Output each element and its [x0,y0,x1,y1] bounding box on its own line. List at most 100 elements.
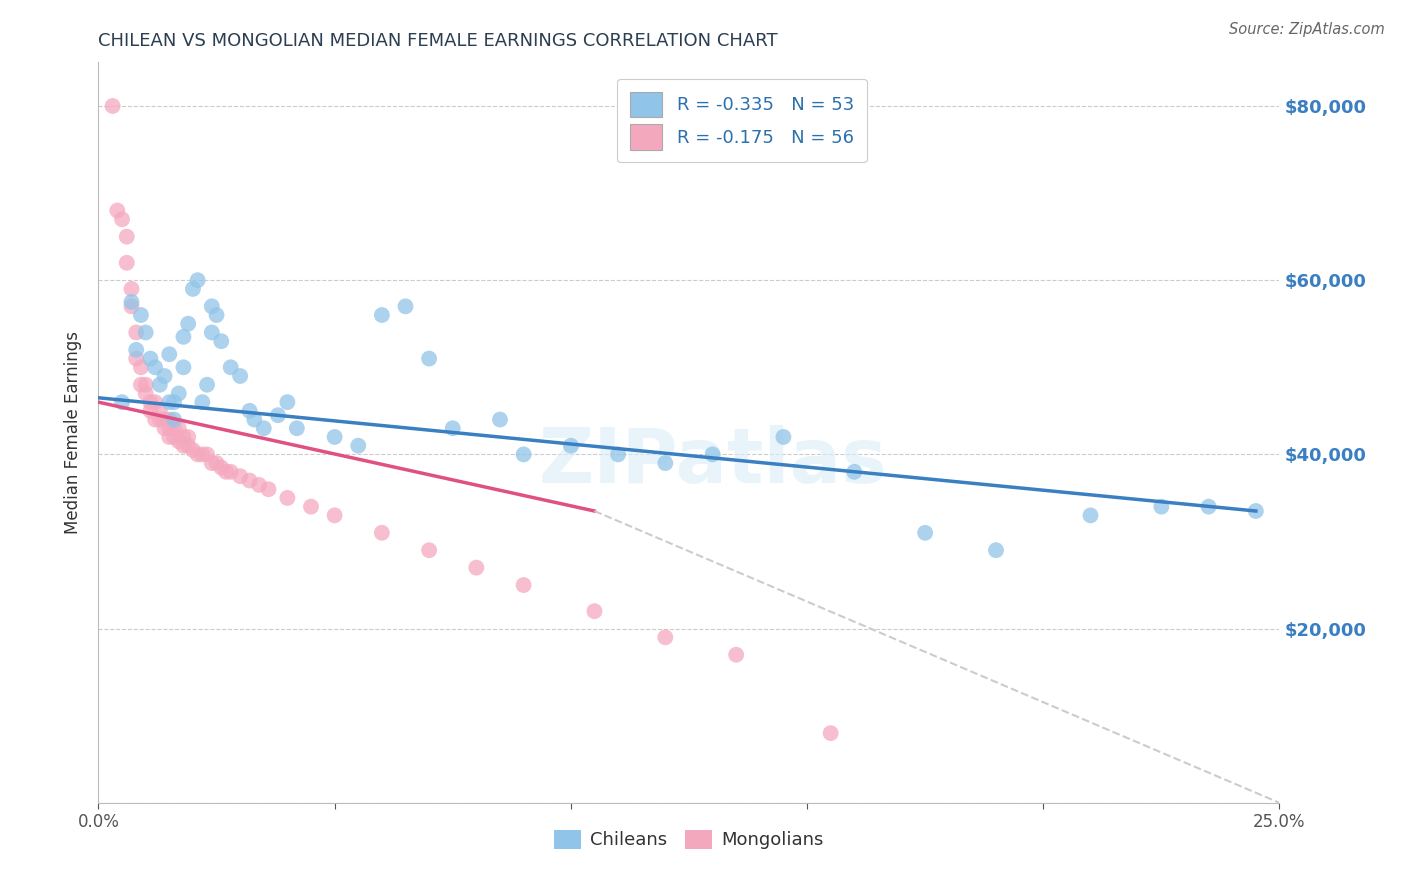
Point [607,447,630,461]
Point [418,351,440,366]
Point [181,282,204,296]
Point [177,430,200,444]
Point [177,317,200,331]
Point [139,351,162,366]
Point [172,330,194,344]
Point [654,456,676,470]
Point [654,630,676,644]
Point [125,351,148,366]
Point [143,395,166,409]
Point [820,726,842,740]
Point [201,456,224,470]
Point [772,430,794,444]
Point [285,421,308,435]
Point [129,308,152,322]
Point [512,447,534,461]
Point [276,395,298,409]
Point [239,474,262,488]
Point [163,421,186,435]
Point [163,412,186,426]
Point [157,412,180,426]
Text: ZIPatlas: ZIPatlas [538,425,887,500]
Point [205,456,228,470]
Point [276,491,298,505]
Point [512,578,534,592]
Point [153,369,176,384]
Point [172,439,194,453]
Point [125,343,148,357]
Point [111,212,134,227]
Point [172,360,194,375]
Point [153,412,176,426]
Point [844,465,866,479]
Point [111,395,134,409]
Legend: Chileans, Mongolians: Chileans, Mongolians [547,823,831,856]
Point [129,377,152,392]
Point [167,421,190,435]
Point [121,295,143,310]
Point [253,421,276,435]
Point [157,395,180,409]
Point [157,347,180,361]
Point [371,308,394,322]
Point [247,478,270,492]
Point [347,439,370,453]
Point [201,326,224,340]
Point [465,560,488,574]
Point [149,404,172,418]
Point [163,395,186,409]
Point [441,421,464,435]
Point [149,412,172,426]
Point [135,326,157,340]
Point [115,229,138,244]
Point [187,447,209,461]
Point [209,334,232,348]
Point [125,326,148,340]
Point [489,412,512,426]
Point [157,421,180,435]
Point [371,525,394,540]
Point [105,203,128,218]
Point [257,482,280,496]
Point [191,447,214,461]
Point [219,360,242,375]
Text: CHILEAN VS MONGOLIAN MEDIAN FEMALE EARNINGS CORRELATION CHART: CHILEAN VS MONGOLIAN MEDIAN FEMALE EARNI… [98,32,778,50]
Point [143,412,166,426]
Point [157,430,180,444]
Point [135,377,157,392]
Point [239,404,262,418]
Point [139,395,162,409]
Point [1244,504,1267,518]
Point [560,439,582,453]
Point [201,299,224,313]
Text: Source: ZipAtlas.com: Source: ZipAtlas.com [1229,22,1385,37]
Point [163,430,186,444]
Point [195,447,218,461]
Point [195,377,218,392]
Point [323,430,346,444]
Point [143,360,166,375]
Point [172,430,194,444]
Point [129,360,152,375]
Point [702,447,724,461]
Point [267,408,290,422]
Point [205,308,228,322]
Point [1080,508,1102,523]
Point [135,386,157,401]
Point [323,508,346,523]
Y-axis label: Median Female Earnings: Median Female Earnings [65,331,83,534]
Point [187,273,209,287]
Point [191,395,214,409]
Point [177,439,200,453]
Point [914,525,936,540]
Point [1198,500,1220,514]
Point [1150,500,1173,514]
Point [121,282,143,296]
Point [121,299,143,313]
Point [181,443,204,458]
Point [299,500,322,514]
Point [167,386,190,401]
Point [229,369,252,384]
Point [243,412,266,426]
Point [167,434,190,449]
